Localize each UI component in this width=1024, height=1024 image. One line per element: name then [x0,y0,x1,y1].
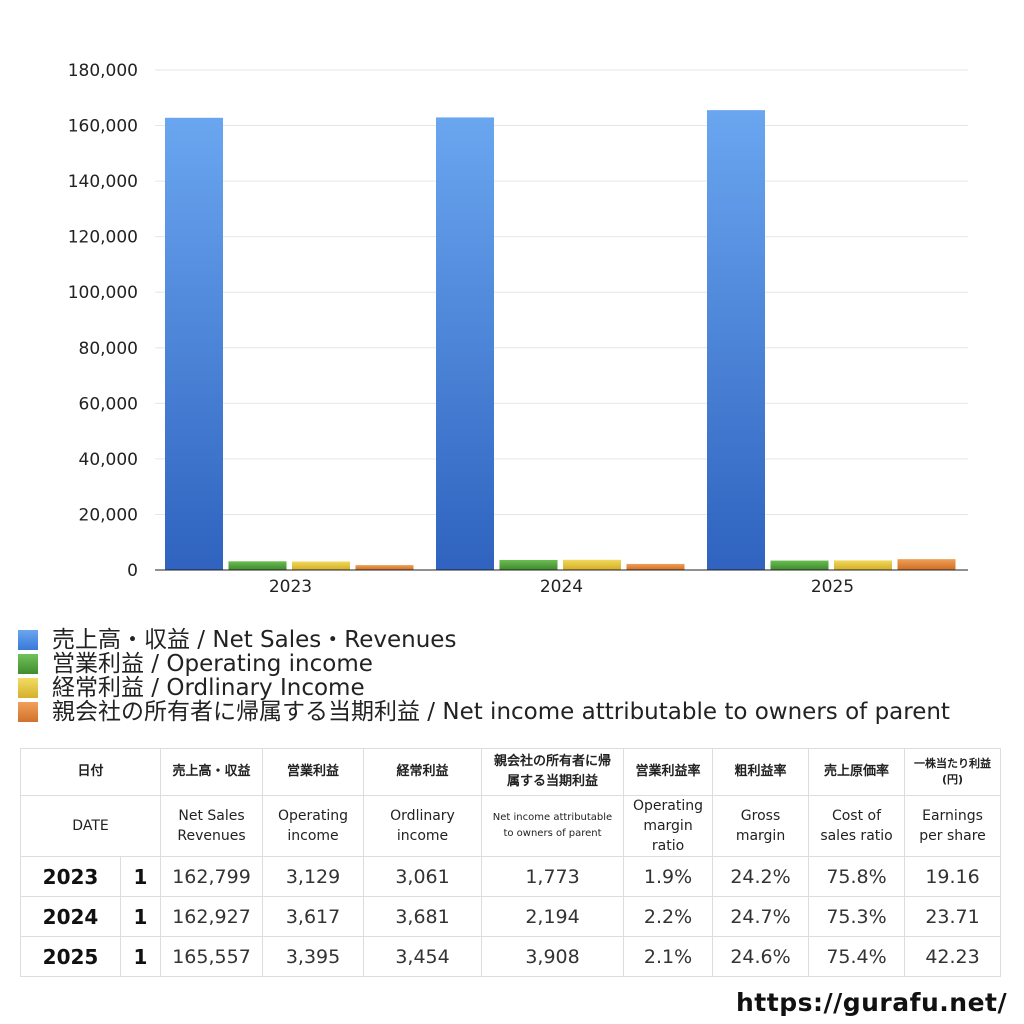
cell-opm: 1.9% [623,856,714,897]
cell-op: 3,395 [262,936,365,977]
cell-ord: 3,061 [363,856,483,897]
legend-swatch-ordinary-income [18,678,38,698]
y-tick-label: 40,000 [79,450,138,470]
bar-2023-series-1 [228,561,287,570]
header-sales-en: Net Sales Revenues [160,795,264,857]
table-row: 2025 1 165,557 3,395 3,454 3,908 2.1% 24… [20,936,1002,977]
source-url[interactable]: https://gurafu.net/ [736,988,1008,1017]
header-ord-jp: 経常利益 [363,748,483,796]
bar-2025-series-0 [707,110,765,570]
bar-2025-series-3 [897,559,956,570]
y-tick-label: 0 [127,561,138,581]
financial-table: 日付 売上高・収益 営業利益 経常利益 親会社の所有者に帰属する当期利益 営業利… [19,748,1002,977]
legend-item-ordinary-income: 経常利益 / Ordlinary Income [18,676,950,700]
cell-eps: 19.16 [904,856,1002,897]
y-tick-label: 140,000 [68,172,138,192]
row-year: 2023 [20,856,121,897]
cell-sales: 165,557 [160,936,264,977]
header-net-en: Net income attributable to owners of par… [481,795,625,857]
x-tick-label: 2024 [540,577,583,597]
cell-gm: 24.2% [712,856,810,897]
cell-sales: 162,927 [160,896,264,937]
x-tick-label: 2025 [811,577,854,597]
cell-cos: 75.4% [808,936,906,977]
header-date-jp: 日付 [19,748,162,796]
bar-2024-series-3 [626,563,685,570]
header-opm-jp: 営業利益率 [623,748,714,796]
y-tick-label: 120,000 [68,228,138,248]
legend-item-net-income: 親会社の所有者に帰属する当期利益 / Net income attributab… [18,700,950,724]
bar-2023-series-2 [292,561,350,570]
legend-item-operating-income: 営業利益 / Operating income [18,652,950,676]
bar-2023-series-3 [355,565,414,570]
table-header-en: DATE Net Sales Revenues Operating income… [19,795,1002,857]
cell-ord: 3,681 [363,896,483,937]
header-op-jp: 営業利益 [262,748,365,796]
cell-op: 3,129 [262,856,365,897]
row-quarter: 1 [119,856,162,897]
header-opm-en: Operating margin ratio [623,795,714,857]
cell-net: 1,773 [481,856,625,897]
y-tick-label: 160,000 [68,117,138,137]
bars [165,110,956,571]
bar-chart: 0 20,000 40,000 60,000 80,000 100,000 120,000 1… [68,61,968,597]
bar-2024-series-1 [499,559,558,570]
legend-label: 売上高・収益 / Net Sales・Revenues [52,627,457,653]
bar-2023-series-0 [165,117,223,571]
cell-eps: 42.23 [904,936,1002,977]
legend-label: 経常利益 / Ordlinary Income [52,675,365,701]
legend-swatch-net-income [18,702,38,722]
bar-2024-series-0 [436,117,494,571]
table-header-jp: 日付 売上高・収益 営業利益 経常利益 親会社の所有者に帰属する当期利益 営業利… [19,748,1002,796]
bar-2025-series-2 [834,560,892,570]
cell-eps: 23.71 [904,896,1002,937]
bar-2024-series-2 [563,559,621,570]
x-tick-label: 2023 [269,577,312,597]
row-year: 2025 [20,936,121,977]
bar-2025-series-1 [770,560,829,570]
legend: 売上高・収益 / Net Sales・Revenues 営業利益 / Opera… [18,628,950,724]
cell-opm: 2.1% [623,936,714,977]
legend-item-net-sales: 売上高・収益 / Net Sales・Revenues [18,628,950,652]
row-quarter: 1 [119,896,162,937]
cell-cos: 75.8% [808,856,906,897]
header-cos-en: Cost of sales ratio [808,795,906,857]
header-date-en: DATE [19,795,162,857]
y-tick-label: 100,000 [68,283,138,303]
x-axis-ticks: 2023 2024 2025 [269,577,854,597]
header-ord-en: Ordlinary income [363,795,483,857]
cell-op: 3,617 [262,896,365,937]
cell-cos: 75.3% [808,896,906,937]
cell-sales: 162,799 [160,856,264,897]
legend-swatch-net-sales [18,630,38,650]
y-tick-label: 60,000 [79,394,138,414]
legend-label: 親会社の所有者に帰属する当期利益 / Net income attributab… [52,699,950,725]
header-op-en: Operating income [262,795,365,857]
cell-net: 2,194 [481,896,625,937]
y-tick-label: 80,000 [79,339,138,359]
legend-label: 営業利益 / Operating income [52,651,373,677]
table-row: 2023 1 162,799 3,129 3,061 1,773 1.9% 24… [20,856,1002,897]
cell-gm: 24.6% [712,936,810,977]
y-tick-label: 180,000 [68,61,138,81]
header-net-jp: 親会社の所有者に帰属する当期利益 [481,748,625,796]
gridlines [155,69,968,515]
row-year: 2024 [20,896,121,937]
y-tick-label: 20,000 [79,505,138,525]
header-eps-jp: 一株当たり利益(円) [904,748,1002,796]
header-gm-en: Gross margin [712,795,810,857]
cell-net: 3,908 [481,936,625,977]
legend-swatch-operating-income [18,654,38,674]
cell-opm: 2.2% [623,896,714,937]
header-cos-jp: 売上原価率 [808,748,906,796]
header-sales-jp: 売上高・収益 [160,748,264,796]
y-axis-ticks: 0 20,000 40,000 60,000 80,000 100,000 120,000 1… [68,61,138,581]
row-quarter: 1 [119,936,162,977]
header-gm-jp: 粗利益率 [712,748,810,796]
cell-gm: 24.7% [712,896,810,937]
table-row: 2024 1 162,927 3,617 3,681 2,194 2.2% 24… [20,896,1002,937]
header-eps-en: Earnings per share [904,795,1002,857]
cell-ord: 3,454 [363,936,483,977]
